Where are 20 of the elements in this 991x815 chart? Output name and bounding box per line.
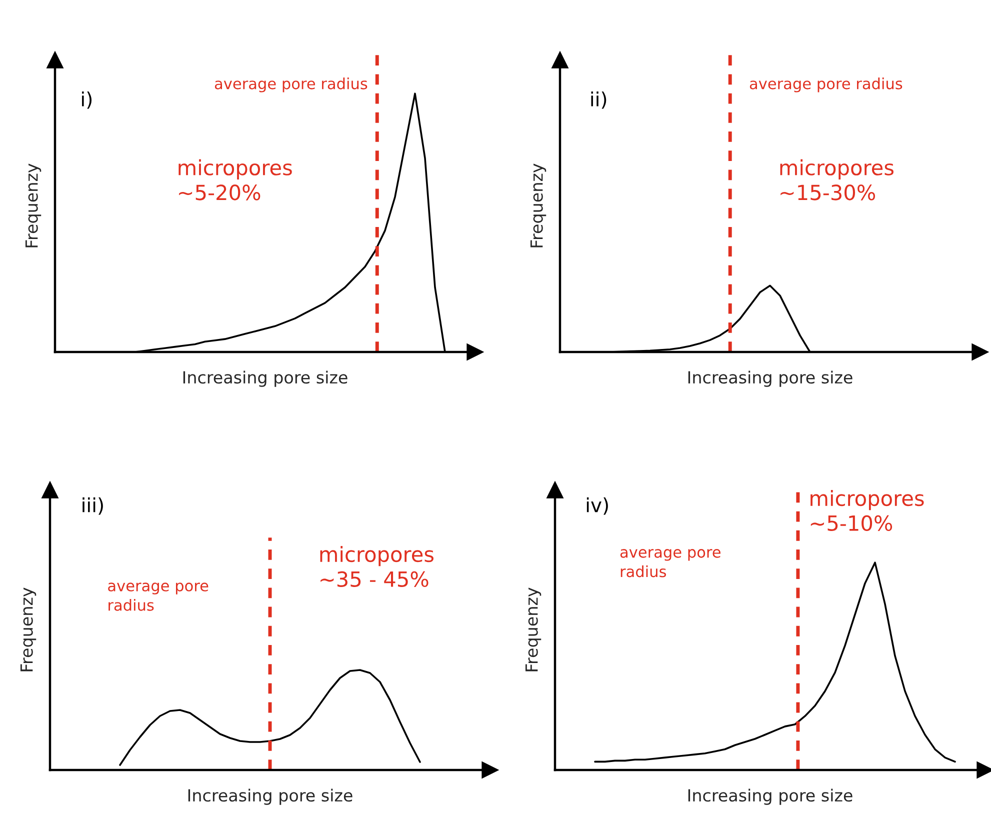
x-axis-title: Increasing pore size xyxy=(688,788,852,805)
text: micropores ~35 - 45% xyxy=(320,546,434,588)
text: iii) xyxy=(82,497,103,515)
y-axis-title: Frequenzy xyxy=(20,588,36,672)
text: average pore radius xyxy=(214,78,368,92)
y-axis-title: Frequenzy xyxy=(525,588,542,672)
y-axis-title: Frequenzy xyxy=(25,164,42,248)
annotation: average pore radius xyxy=(620,549,720,578)
x-axis-title: Increasing pore size xyxy=(183,370,348,387)
annotation: micropores ~5-20% xyxy=(178,159,292,200)
text: ii) xyxy=(591,91,606,109)
text: iv) xyxy=(586,497,608,515)
x-axis-title: Increasing pore size xyxy=(188,788,352,805)
x-axis-title: Increasing pore size xyxy=(688,370,852,387)
text: average pore radius xyxy=(750,78,902,92)
text: micropores ~15-30% xyxy=(780,159,894,200)
text: average pore radius xyxy=(108,582,208,611)
text: micropores ~5-10% xyxy=(810,490,924,532)
y-axis-title: Frequenzy xyxy=(530,164,546,248)
annotation: i) xyxy=(82,91,92,109)
